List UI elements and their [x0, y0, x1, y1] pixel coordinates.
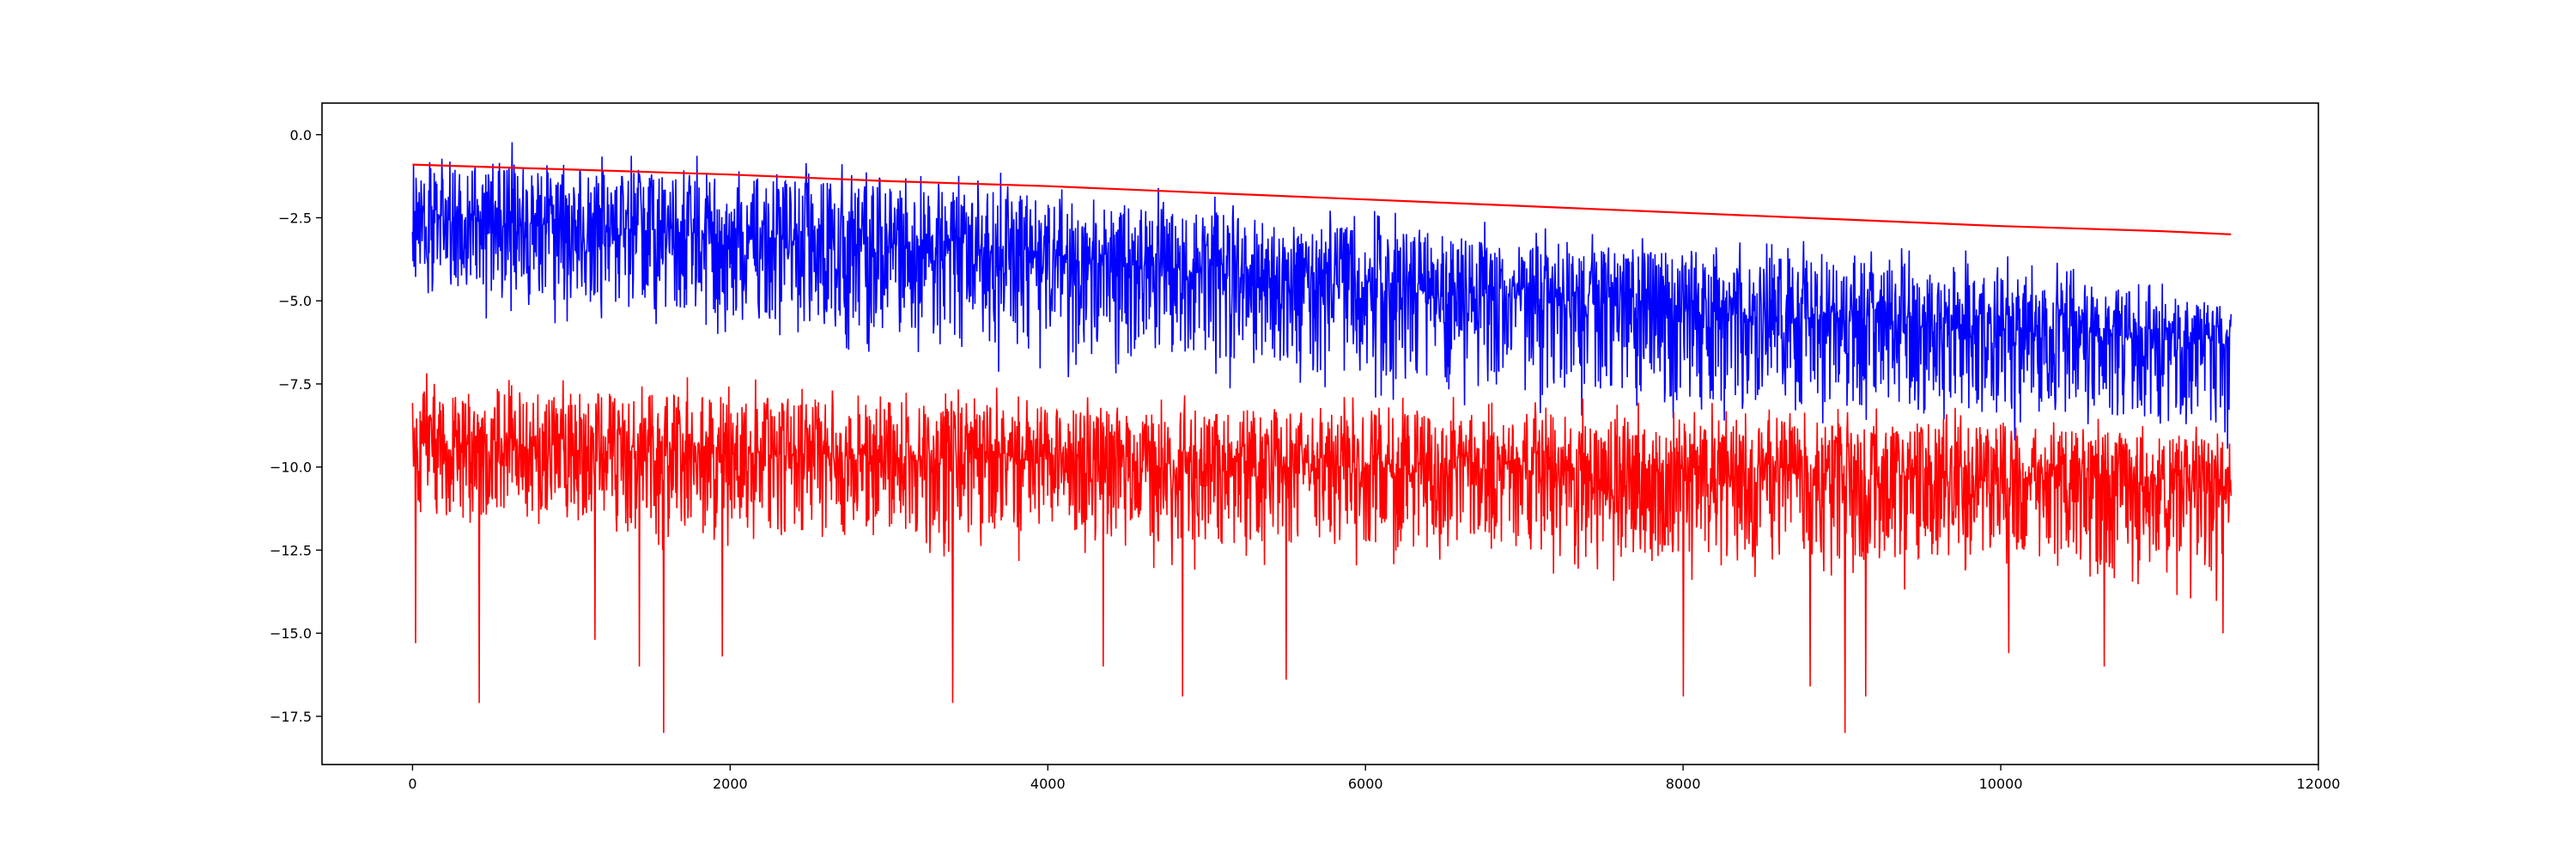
x-tick-label: 8000	[1666, 776, 1701, 792]
y-tick-label: −12.5	[270, 542, 312, 558]
x-tick-label: 12000	[2297, 776, 2341, 792]
y-tick-label: 0.0	[290, 127, 312, 143]
x-tick-label: 2000	[713, 776, 748, 792]
series-layer	[411, 142, 2233, 734]
series-0-line	[411, 142, 2233, 449]
x-tick-label: 0	[408, 776, 416, 792]
y-tick-label: −17.5	[270, 709, 312, 725]
series-2-line	[411, 373, 2233, 734]
y-axis: 0.0 −2.5 −5.0 −7.5 −10.0 −12.5 −15.0 −17.5	[270, 127, 322, 725]
y-tick-label: −10.0	[270, 460, 312, 476]
x-tick-label: 10000	[1979, 776, 2023, 792]
y-tick-label: −15.0	[270, 625, 312, 642]
y-tick-label: −5.0	[278, 293, 312, 309]
y-tick-label: −7.5	[278, 376, 312, 393]
x-tick-label: 6000	[1348, 776, 1383, 792]
x-axis: 0 2000 4000 6000 8000 10000 12000	[408, 765, 2340, 792]
plot-frame	[321, 102, 2319, 765]
x-tick-label: 4000	[1030, 776, 1066, 792]
y-tick-label: −2.5	[278, 210, 312, 226]
series-1-line	[412, 163, 2232, 235]
